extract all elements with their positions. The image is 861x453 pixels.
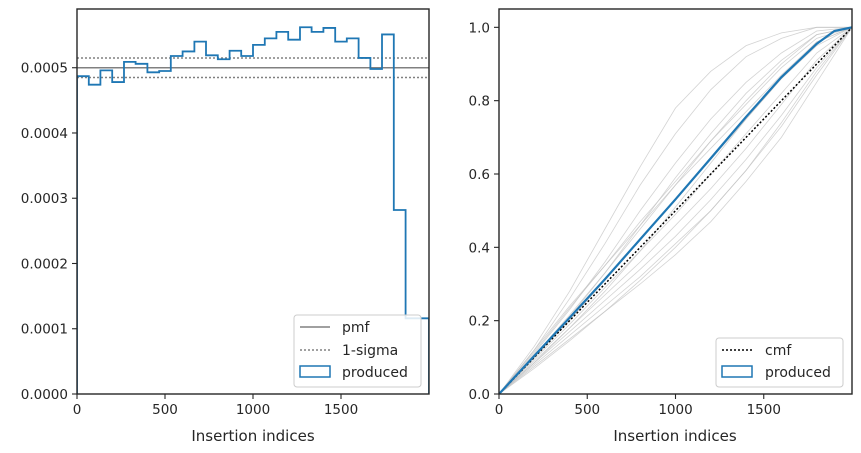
cmf-panel: 0 500 1000 1500 0.0 0.2 0.4 0.6 0.8 1.0 Insertion… [469,8,853,445]
pmf-plot-area [77,26,429,394]
run-cmf-line [499,27,852,394]
run-cmf-line [499,27,852,394]
cmf-y-tick-label: 0.2 [469,314,490,330]
cmf-x-tick-label: 500 [574,402,600,418]
pmf-y-tick-label: 0.0005 [21,61,68,77]
pmf-legend-label: pmf [342,320,371,336]
run-cmf-line [499,27,852,394]
cmf-y-tick-label: 0.8 [469,94,490,110]
cmf-line [498,26,853,395]
pmf-legend: pmf 1-sigma produced [293,314,422,388]
pmf-histogram-panel: 0 500 1000 1500 0.0000 0.0001 0.0002 0.0003 0.00… [21,8,430,445]
cmf-y-tick-label: 0.0 [469,387,490,403]
cmf-y-tick-label: 1.0 [469,20,490,36]
cmf-x-axis-label: Insertion indices [613,427,736,445]
cmf-legend: cmf produced [715,337,844,388]
run-cmf-line [499,27,852,394]
pmf-y-tick-label: 0.0000 [21,387,68,403]
cmf-x-tick-label: 0 [495,402,504,418]
produced-legend-label: produced [342,365,408,381]
run-cmf-line [499,26,852,394]
pmf-axes: 0 500 1000 1500 0.0000 0.0001 0.0002 0.0003 0.00… [21,61,358,418]
sigma-legend-label: 1-sigma [342,343,398,359]
cmf-plot-area [498,26,853,395]
run-cmf-line [499,27,852,394]
produced-legend-box [299,365,331,378]
run-cmf-line [499,26,852,394]
run-cmf-line [499,26,852,394]
pmf-y-tick-label: 0.0002 [21,256,68,272]
cmf-legend-label: cmf [765,343,792,359]
pmf-y-tick-label: 0.0003 [21,191,68,207]
cmf-y-tick-label: 0.6 [469,167,490,183]
produced-cmf-line [499,26,852,394]
run-cmf-line [499,26,852,394]
run-cmf-line [499,26,852,394]
run-cmf-line [499,27,852,394]
pmf-x-axis-label: Insertion indices [191,427,314,445]
pmf-x-tick-label: 1000 [236,402,270,418]
pmf-x-tick-label: 0 [73,402,82,418]
produced-legend-label: produced [765,365,831,381]
pmf-y-tick-label: 0.0001 [21,322,68,338]
pmf-y-tick-label: 0.0004 [21,126,68,142]
produced-histogram [77,26,429,394]
produced-legend-box [721,365,753,378]
pmf-x-tick-label: 1500 [324,402,358,418]
run-cmf-line [499,26,852,394]
cmf-y-tick-label: 0.4 [469,240,490,256]
cmf-axes: 0 500 1000 1500 0.0 0.2 0.4 0.6 0.8 1.0 [469,20,781,418]
pmf-legend-box [293,314,422,388]
cmf-x-tick-label: 1500 [747,402,781,418]
pmf-x-tick-label: 500 [152,402,178,418]
cmf-x-tick-label: 1000 [658,402,692,418]
